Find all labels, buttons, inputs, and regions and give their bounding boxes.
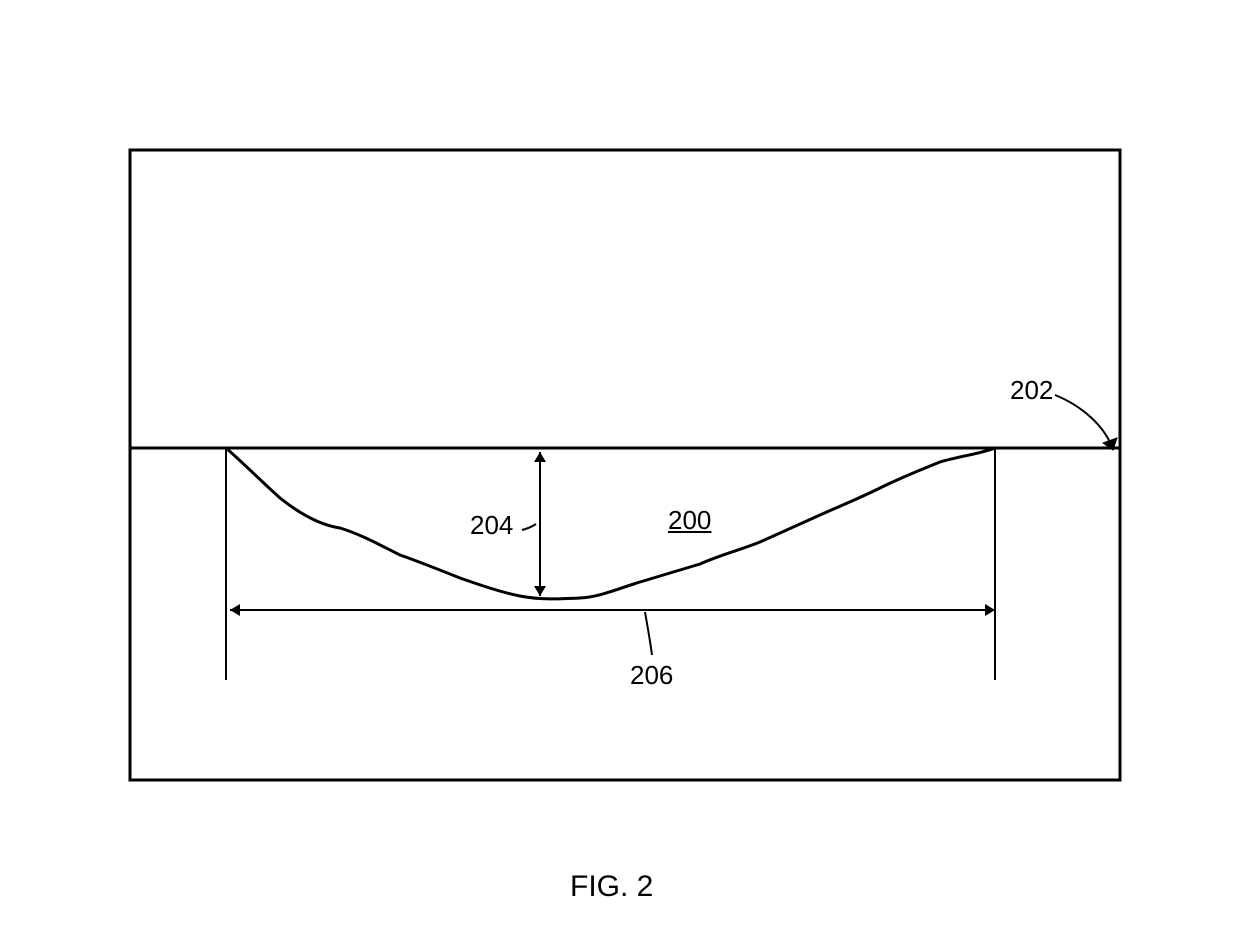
figure-canvas: 200 202 204 206 FIG. 2: [0, 0, 1240, 943]
ref-label-204: 204: [470, 510, 513, 541]
figure-svg: [0, 0, 1240, 943]
figure-caption: FIG. 2: [570, 870, 653, 904]
ref-label-202: 202: [1010, 375, 1053, 406]
ref-label-200: 200: [668, 505, 711, 536]
ref-label-206: 206: [630, 660, 673, 691]
